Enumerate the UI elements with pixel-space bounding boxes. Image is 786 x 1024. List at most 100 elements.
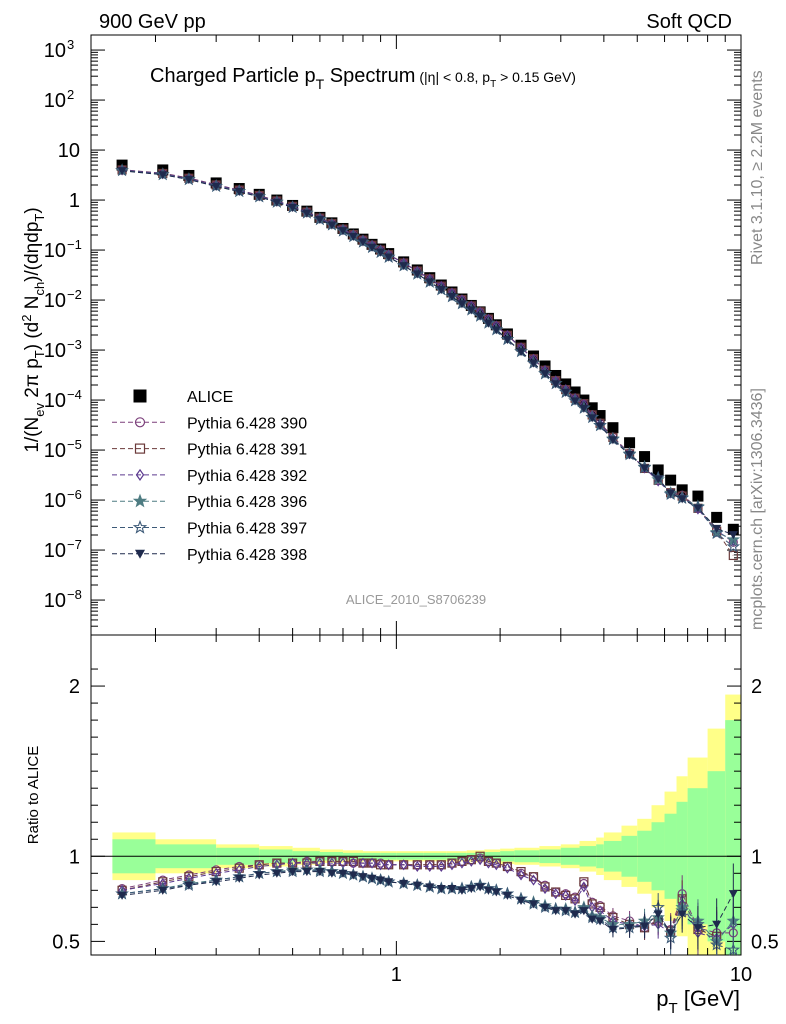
y-tick-label: 10 bbox=[58, 140, 80, 162]
main-point bbox=[569, 386, 581, 398]
ratio-point bbox=[503, 862, 512, 874]
main-point bbox=[288, 203, 298, 212]
ratio-point bbox=[540, 882, 550, 892]
legend-label: Pythia 6.428 392 bbox=[187, 468, 307, 485]
ratio-point bbox=[516, 866, 526, 877]
y-tick-label: 10 bbox=[44, 340, 66, 362]
main-point bbox=[728, 550, 738, 561]
legend-label: Pythia 6.428 391 bbox=[187, 442, 307, 459]
ratio-point bbox=[425, 860, 434, 873]
header-left: 900 GeV pp bbox=[99, 11, 206, 33]
ratio-point bbox=[412, 860, 422, 870]
main-point bbox=[607, 422, 619, 434]
main-y-axis-label: 1/(Nev 2π pT) (d2 Nch)/(dηdpT) bbox=[19, 207, 47, 452]
ratio-point bbox=[579, 907, 589, 916]
ratio-point bbox=[457, 856, 467, 866]
main-series bbox=[115, 159, 741, 561]
title-cut-tail: > 0.15 GeV) bbox=[496, 69, 576, 85]
ratio-point bbox=[448, 859, 456, 871]
ratio-point bbox=[540, 903, 550, 912]
ratio-point bbox=[437, 860, 446, 873]
title-main: Charged Particle p bbox=[150, 65, 316, 87]
legend-label: Pythia 6.428 390 bbox=[187, 415, 307, 432]
y-tick-exponent: −4 bbox=[67, 387, 82, 402]
ratio-y-tick-label-right: 2 bbox=[751, 676, 762, 698]
legend-marker bbox=[132, 493, 148, 508]
main-point bbox=[586, 402, 598, 414]
main-point bbox=[608, 436, 618, 445]
ratio-point bbox=[376, 859, 385, 871]
y-tick-exponent: −1 bbox=[67, 237, 82, 252]
y-tick-label: 1 bbox=[69, 190, 80, 212]
ratio-point bbox=[399, 859, 408, 871]
ratio-series-line bbox=[122, 859, 734, 939]
main-point bbox=[639, 451, 651, 463]
ratio-point bbox=[570, 894, 580, 904]
main-point bbox=[692, 490, 704, 502]
main-frame bbox=[90, 34, 742, 636]
legend-label: Pythia 6.428 397 bbox=[187, 521, 307, 538]
ratio-point bbox=[211, 878, 221, 887]
main-series-line bbox=[122, 170, 734, 536]
uncertainty-bands bbox=[112, 694, 741, 955]
svg-text:pT [GeV]: pT [GeV] bbox=[656, 986, 740, 1017]
ratio-point bbox=[458, 857, 466, 869]
ratio-point bbox=[384, 878, 394, 887]
ratio-point bbox=[579, 877, 589, 887]
ratio-point bbox=[349, 857, 358, 869]
ratio-y-tick-label: 2 bbox=[69, 676, 80, 698]
side-label-bottom: mcplots.cern.ch [arXiv:1306.3436] bbox=[749, 388, 766, 630]
svg-text:Charged Particle pT Spectrum(|: Charged Particle pT Spectrum (|η| < 0.8, … bbox=[150, 65, 576, 92]
main-point bbox=[676, 484, 688, 496]
main-series-line bbox=[122, 170, 734, 541]
analysis-tag: ALICE_2010_S8706239 bbox=[346, 592, 486, 607]
ratio-point bbox=[436, 860, 446, 870]
ratio-y-tick-label: 1 bbox=[69, 846, 80, 868]
ratio-axes: 1 10 0.5 0.5 1 1 2 2 bbox=[52, 634, 779, 986]
ratio-point bbox=[234, 874, 244, 883]
main-point bbox=[272, 198, 282, 207]
y-tick-label: 10 bbox=[44, 390, 66, 412]
title-main-sub: T bbox=[316, 76, 325, 92]
ratio-point bbox=[413, 860, 422, 873]
ratio-frame bbox=[90, 634, 742, 956]
y-tick-label: 10 bbox=[44, 240, 66, 262]
main-point bbox=[652, 464, 664, 476]
ratio-series-line bbox=[122, 871, 734, 934]
y-tick-label: 10 bbox=[44, 440, 66, 462]
main-point bbox=[211, 182, 221, 191]
main-point bbox=[594, 410, 606, 422]
ratio-y-tick-label-right: 1 bbox=[751, 846, 762, 868]
legend-marker bbox=[135, 468, 145, 481]
y-tick-exponent: 2 bbox=[67, 87, 74, 102]
y-tick-label: 10 bbox=[44, 540, 66, 562]
band-inner bbox=[725, 720, 741, 955]
ratio-point bbox=[466, 855, 476, 865]
legend-marker bbox=[132, 519, 148, 534]
y-tick-exponent: −6 bbox=[67, 487, 82, 502]
title-main-tail: Spectrum bbox=[324, 65, 415, 87]
ratio-point bbox=[475, 851, 485, 861]
ratio-point bbox=[492, 859, 501, 871]
ratio-y-axis-label: Ratio to ALICE bbox=[25, 746, 42, 844]
ratio-point bbox=[338, 869, 348, 878]
ratio-point bbox=[376, 876, 386, 885]
title-cut: (|η| < 0.8, p bbox=[419, 69, 490, 85]
main-point bbox=[665, 474, 677, 486]
ratio-point bbox=[447, 858, 457, 868]
ratio-series-line bbox=[122, 869, 734, 951]
legend-marker bbox=[133, 389, 147, 403]
ratio-y-tick-label-right: 0.5 bbox=[751, 931, 779, 953]
main-point bbox=[302, 209, 312, 218]
ratio-y-tick-label: 0.5 bbox=[52, 931, 80, 953]
y-tick-label: 10 bbox=[44, 90, 66, 112]
title-cut-sub: T bbox=[490, 79, 496, 90]
x-axis-label: pT [GeV] bbox=[656, 986, 740, 1017]
ratio-point bbox=[359, 857, 367, 869]
svg-text:1/(Nev 2π pT) (d2 Nch)/(dηdpT): 1/(Nev 2π pT) (d2 Nch)/(dηdpT) bbox=[19, 207, 47, 452]
legend-marker bbox=[135, 549, 145, 559]
y-tick-label: 10 bbox=[44, 290, 66, 312]
ratio-point bbox=[476, 854, 485, 866]
y-tick-exponent: −2 bbox=[67, 287, 82, 302]
legend-label: ALICE bbox=[187, 389, 233, 406]
